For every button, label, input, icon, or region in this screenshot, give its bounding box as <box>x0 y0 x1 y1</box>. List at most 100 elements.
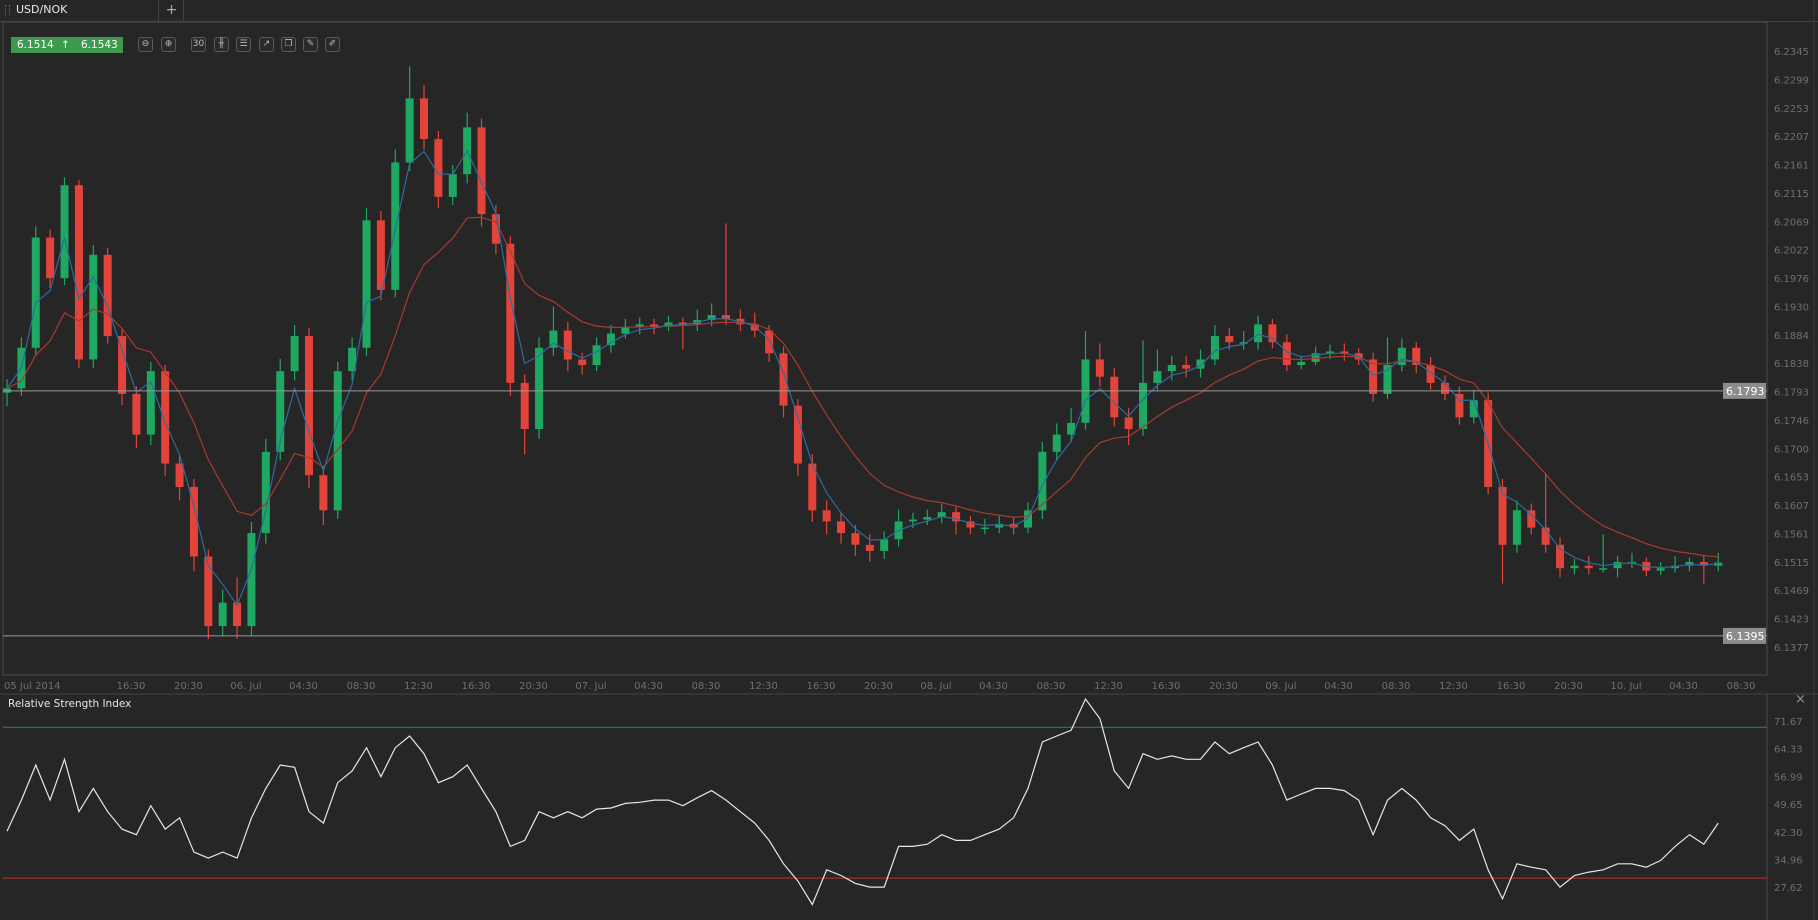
candle-body <box>1527 510 1536 528</box>
settings-sliders-icon[interactable]: ☰ <box>236 37 251 52</box>
close-icon[interactable]: × <box>1795 692 1806 707</box>
candle-body <box>1397 347 1406 366</box>
candle-body <box>937 512 946 518</box>
candle-body <box>779 353 788 406</box>
candle <box>161 365 170 476</box>
candle-body <box>578 359 587 366</box>
time-tick-label: 08:30 <box>1382 681 1411 692</box>
zoom-out-icon[interactable]: ⊖ <box>138 37 153 52</box>
candle-body <box>880 539 889 551</box>
candle-body <box>161 371 170 464</box>
tab-usdnok[interactable]: USD/NOK <box>0 0 159 21</box>
price-tick-label: 6.1976 <box>1774 274 1809 285</box>
candle <box>952 506 961 535</box>
drag-grip-icon[interactable] <box>5 5 10 15</box>
candle <box>218 589 227 636</box>
candle <box>506 235 515 396</box>
candle <box>1153 349 1162 390</box>
candle <box>1297 355 1306 370</box>
candle-body <box>1067 422 1076 435</box>
candle <box>1196 349 1205 378</box>
candle <box>1182 355 1191 378</box>
candle <box>966 515 975 535</box>
time-tick-label: 16:30 <box>117 681 146 692</box>
rsi-line <box>6 697 1719 906</box>
candle-body <box>822 510 831 522</box>
time-tick-label: 12:30 <box>1439 681 1468 692</box>
candle <box>132 386 141 449</box>
copy-icon[interactable]: ❐ <box>281 37 296 52</box>
timeframe-30-icon[interactable]: 30 <box>191 37 206 52</box>
rsi-tick-label: 49.65 <box>1774 800 1803 811</box>
price-marker-label: 6.1793 <box>1726 385 1765 398</box>
candle-body <box>1124 417 1133 430</box>
candle-body <box>793 405 802 464</box>
candle <box>865 534 874 563</box>
candle-body <box>1441 382 1449 394</box>
candle <box>1671 555 1680 573</box>
candle-body <box>189 486 198 557</box>
candle-body <box>923 517 932 520</box>
candle <box>247 522 256 636</box>
rsi-tick-label: 27.62 <box>1774 883 1803 894</box>
candle <box>851 525 860 556</box>
edit-icon[interactable]: ✎ <box>303 37 318 52</box>
draw-icon[interactable]: ✐ <box>325 37 340 52</box>
candle <box>549 306 558 356</box>
candle <box>1699 555 1708 584</box>
time-tick-label: 08:30 <box>347 681 376 692</box>
candle-body <box>1556 544 1565 569</box>
indicators-icon[interactable]: ↗ <box>259 37 274 52</box>
candle <box>1254 315 1263 350</box>
time-tick-label: 04:30 <box>979 681 1008 692</box>
candle-body <box>1196 359 1205 369</box>
candle-body <box>650 324 659 327</box>
candle-body <box>1225 336 1234 343</box>
candle <box>1067 408 1076 442</box>
candle <box>678 317 687 350</box>
time-tick-label: 04:30 <box>289 681 318 692</box>
candle <box>89 244 98 369</box>
candle <box>1383 337 1392 399</box>
chart-type-candles-icon[interactable]: ╫ <box>214 37 229 52</box>
candle-body <box>1254 324 1263 343</box>
candle <box>1095 343 1104 387</box>
candle <box>520 374 529 455</box>
candle <box>146 361 155 446</box>
zoom-in-icon[interactable]: ⊕ <box>161 37 176 52</box>
candle-body <box>1139 382 1148 430</box>
time-tick-label: 08:30 <box>692 681 721 692</box>
candle <box>3 379 11 407</box>
candle-body <box>908 519 917 522</box>
price-tick-label: 6.2069 <box>1774 217 1809 228</box>
candle <box>1340 343 1349 361</box>
add-tab-button[interactable]: + <box>160 0 184 21</box>
candle-body <box>420 98 429 140</box>
candle <box>376 211 385 301</box>
candle <box>1527 503 1536 535</box>
rsi-tick-label: 42.30 <box>1774 828 1803 839</box>
candle <box>1613 555 1622 578</box>
candle-body <box>261 451 270 534</box>
candle <box>1498 478 1507 584</box>
candle <box>103 248 112 344</box>
price-tick-label: 6.2022 <box>1774 246 1809 257</box>
candle <box>1426 357 1435 390</box>
candle-body <box>247 533 256 627</box>
candle-body <box>204 556 213 627</box>
candle <box>837 512 846 544</box>
candle-body <box>146 371 155 435</box>
candle-body <box>606 333 615 346</box>
price-marker-label: 6.1395 <box>1726 630 1765 643</box>
candle-body <box>376 220 385 290</box>
time-tick-label: 08:30 <box>1727 681 1756 692</box>
candle-body <box>808 463 817 511</box>
time-tick-label: 09. Jul <box>1265 681 1296 692</box>
rsi-tick-label: 34.96 <box>1774 856 1803 867</box>
candle-body <box>995 523 1004 528</box>
candle <box>60 177 69 285</box>
price-marker-bg <box>1723 382 1766 399</box>
candle <box>822 500 831 535</box>
candle-body <box>980 527 989 530</box>
